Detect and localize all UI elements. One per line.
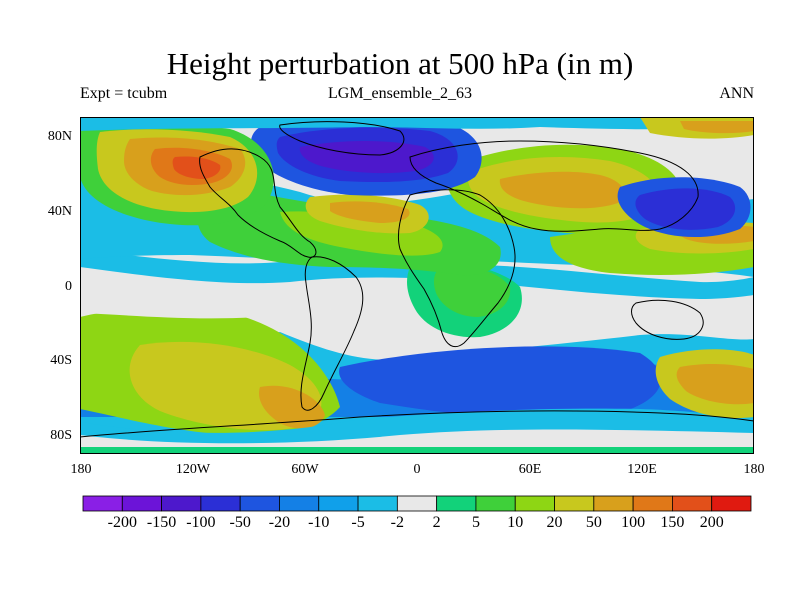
- colorbar-label: 100: [621, 514, 646, 531]
- colorbar-label: 150: [660, 514, 685, 531]
- lat-tick-0: 0: [65, 279, 72, 294]
- colorbar-swatch: [475, 495, 516, 512]
- colorbar-label: 50: [585, 514, 602, 531]
- colorbar-swatch: [396, 495, 438, 512]
- experiment-label: Expt = tcubm: [80, 85, 168, 102]
- colorbar-swatch: [632, 495, 673, 512]
- lat-tick-80n: 80N: [47, 129, 72, 144]
- lon-tick-180-west: 180: [70, 462, 92, 477]
- colorbar-swatch: [593, 495, 634, 512]
- colorbar-label: 200: [699, 514, 724, 531]
- colorbar-label: 20: [546, 514, 563, 531]
- coastlines: [80, 121, 754, 438]
- colorbar-swatch: [436, 495, 477, 512]
- lon-tick-60w: 60W: [291, 462, 319, 477]
- lat-tick-80s: 80S: [50, 428, 72, 443]
- colorbar: [82, 495, 752, 512]
- colorbar-label: 5: [471, 514, 480, 531]
- colorbar-swatch: [672, 495, 713, 512]
- colorbar-label: 2: [432, 514, 441, 531]
- lat-tick-40s: 40S: [50, 353, 72, 368]
- lon-tick-0: 0: [413, 462, 421, 477]
- colorbar-label: -2: [390, 514, 404, 531]
- colorbar-swatch: [711, 495, 752, 512]
- colorbar-swatch: [121, 495, 162, 512]
- height-perturbation-map: [80, 117, 754, 454]
- colorbar-swatch: [279, 495, 320, 512]
- lon-tick-180-east: 180: [743, 462, 765, 477]
- colorbar-label: -50: [229, 514, 251, 531]
- colorbar-label: -20: [268, 514, 291, 531]
- colorbar-swatch: [161, 495, 202, 512]
- colorbar-swatch: [357, 495, 398, 512]
- colorbar-swatch: [82, 495, 123, 512]
- colorbar-swatch: [239, 495, 280, 512]
- ensemble-label: LGM_ensemble_2_63: [328, 85, 472, 102]
- contour-fill-layer: [80, 117, 754, 454]
- colorbar-swatch: [318, 495, 359, 512]
- lon-tick-120w: 120W: [175, 462, 211, 477]
- lat-tick-40n: 40N: [47, 204, 72, 219]
- colorbar-label: -150: [146, 514, 177, 531]
- colorbar-swatch: [554, 495, 595, 512]
- colorbar-label: 10: [507, 514, 524, 531]
- season-label: ANN: [719, 85, 754, 102]
- lon-tick-120e: 120E: [627, 462, 657, 477]
- map-frame-border: [80, 117, 754, 454]
- colorbar-swatch: [200, 495, 241, 512]
- colorbar-label: -10: [308, 514, 330, 531]
- colorbar-swatch: [514, 495, 555, 512]
- colorbar-label: -5: [351, 514, 365, 531]
- colorbar-label: -100: [186, 514, 216, 531]
- lon-tick-60e: 60E: [518, 462, 542, 477]
- map-title: Height perturbation at 500 hPa (in m): [166, 46, 634, 81]
- colorbar-label: -200: [107, 514, 137, 531]
